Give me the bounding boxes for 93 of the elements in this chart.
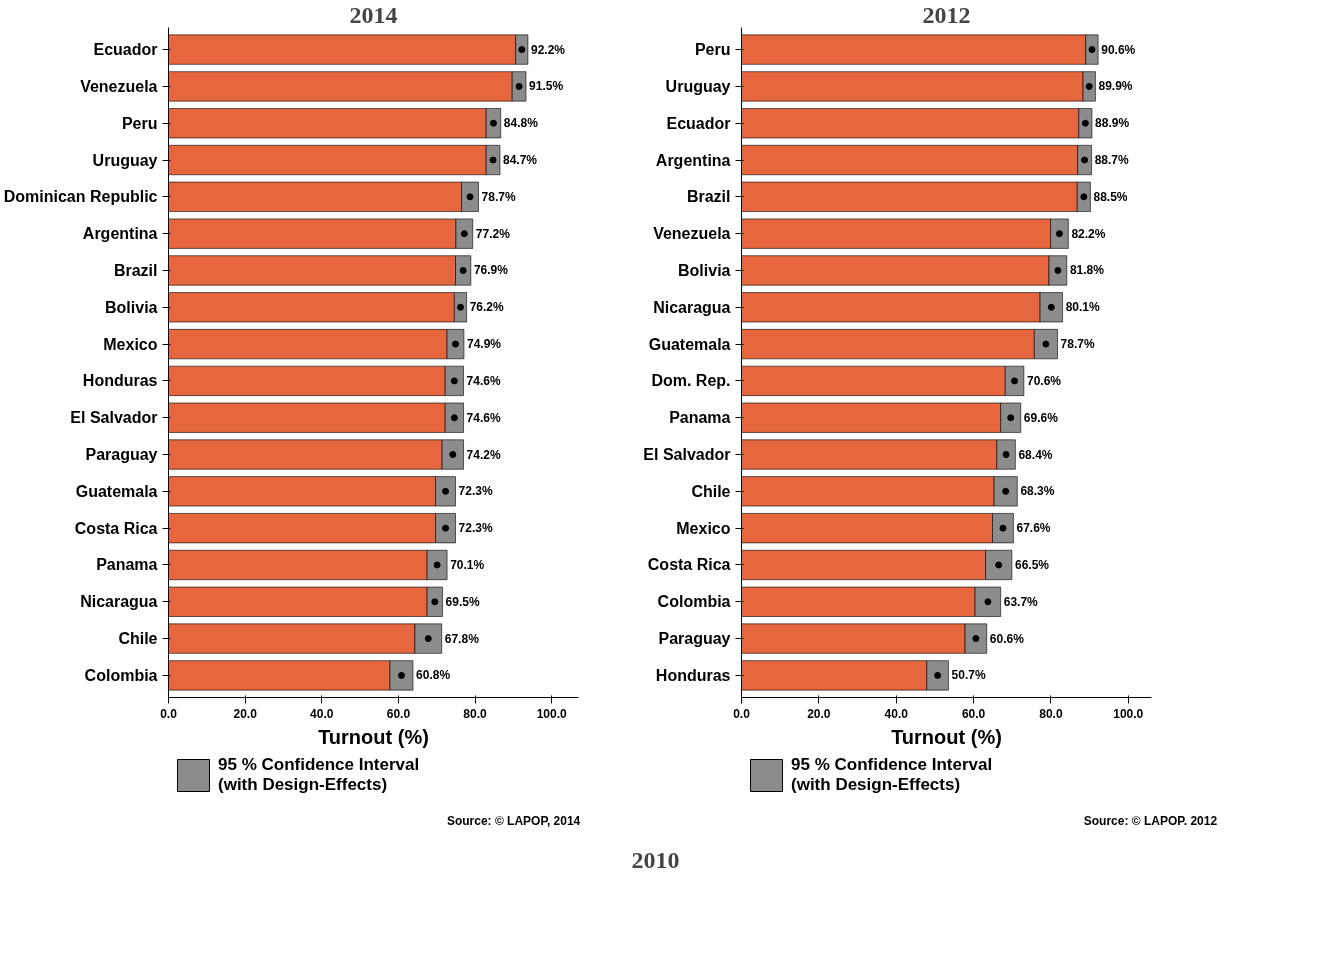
- source-note: Source: © LAPOP. 2012: [1083, 813, 1218, 828]
- y-tick-label: Chile: [691, 482, 731, 500]
- data-label: 88.7%: [1094, 153, 1129, 168]
- x-tick-label: 20.0: [233, 706, 258, 721]
- y-tick-label: El Salvador: [643, 446, 731, 464]
- y-tick-label: Uruguay: [665, 77, 731, 95]
- chart-title: 2012: [922, 1, 971, 28]
- data-label: 69.5%: [445, 594, 480, 609]
- data-label: 84.7%: [503, 153, 538, 168]
- y-tick-label: Nicaragua: [80, 593, 158, 611]
- x-axis-title: Turnout (%): [318, 725, 429, 748]
- chart-title: 2014: [349, 1, 398, 28]
- x-tick-label: 80.0: [463, 706, 488, 721]
- data-label: 68.4%: [1018, 447, 1053, 462]
- data-label: 74.9%: [467, 337, 502, 352]
- x-tick-label: 40.0: [310, 706, 334, 721]
- y-tick-label: Costa Rica: [647, 556, 731, 574]
- y-tick-label: Bolivia: [678, 261, 731, 279]
- data-label: 60.8%: [416, 668, 451, 683]
- legend-label: 95 % Confidence Interval (with Design-Effects): [791, 755, 993, 795]
- y-tick-label: Paraguay: [85, 446, 158, 464]
- y-tick-label: Uruguay: [92, 151, 158, 169]
- y-tick-label: Peru: [121, 114, 158, 132]
- data-label: 63.7%: [1003, 594, 1039, 609]
- data-label: 78.7%: [1060, 337, 1095, 352]
- y-tick-label: Honduras: [82, 372, 158, 390]
- data-label: 72.3%: [458, 484, 493, 499]
- data-label: 88.9%: [1095, 116, 1130, 131]
- y-tick-label: Chile: [118, 630, 158, 648]
- data-label: 74.6%: [466, 410, 501, 425]
- data-label: 80.1%: [1065, 300, 1100, 315]
- y-tick-label: Bolivia: [105, 298, 158, 316]
- y-tick-label: Venezuela: [80, 77, 158, 95]
- x-tick-label: 20.0: [807, 706, 831, 721]
- y-tick-label: Venezuela: [653, 225, 731, 243]
- x-tick-label: 60.0: [386, 706, 411, 721]
- y-tick-label: Dom. Rep.: [651, 372, 731, 390]
- data-label: 67.6%: [1016, 521, 1051, 536]
- data-label: 70.1%: [450, 557, 485, 572]
- data-label: 90.6%: [1101, 42, 1136, 57]
- data-label: 82.2%: [1071, 226, 1106, 241]
- data-label: 92.2%: [530, 42, 566, 57]
- data-label: 78.7%: [481, 189, 516, 204]
- source-note: Source: © LAPOP, 2014: [446, 813, 581, 828]
- y-tick-label: Argentina: [82, 225, 158, 243]
- data-label: 76.2%: [469, 300, 505, 315]
- data-label: 91.5%: [529, 79, 564, 94]
- data-label: 50.7%: [951, 668, 986, 683]
- data-label: 66.5%: [1014, 557, 1050, 572]
- data-label: 67.8%: [444, 631, 480, 646]
- legend-label: 95 % Confidence Interval (with Design-Effects): [218, 755, 420, 795]
- x-tick-label: 40.0: [884, 706, 909, 721]
- y-tick-label: Colombia: [657, 593, 731, 611]
- data-label: 74.6%: [466, 373, 501, 388]
- x-axis-title: Turnout (%): [891, 725, 1002, 748]
- y-tick-label: Panama: [669, 409, 731, 427]
- text: 2010: [631, 846, 680, 873]
- y-tick-label: Argentina: [655, 151, 731, 169]
- data-label: 72.3%: [458, 521, 493, 536]
- y-tick-label: Dominican Republic: [3, 188, 158, 206]
- x-tick-label: 100.0: [1113, 706, 1144, 721]
- y-tick-label: Nicaragua: [653, 298, 731, 316]
- y-tick-label: Brazil: [113, 261, 158, 279]
- y-tick-label: Guatemala: [648, 335, 731, 353]
- x-tick-label: 100.0: [536, 706, 568, 721]
- x-tick-label: 60.0: [961, 706, 986, 721]
- y-tick-label: Paraguay: [658, 630, 731, 648]
- data-label: 60.6%: [989, 631, 1025, 646]
- y-tick-label: Brazil: [686, 188, 731, 206]
- data-label: 70.6%: [1026, 373, 1062, 388]
- data-label: 69.6%: [1023, 410, 1059, 425]
- y-tick-label: Mexico: [103, 335, 158, 353]
- data-label: 81.8%: [1069, 263, 1105, 278]
- data-label: 88.5%: [1093, 189, 1128, 204]
- data-label: 74.2%: [466, 447, 501, 462]
- y-tick-label: Honduras: [655, 666, 731, 684]
- y-tick-label: Costa Rica: [74, 519, 158, 537]
- x-tick-label: 0.0: [160, 706, 178, 721]
- data-label: 68.3%: [1020, 484, 1055, 499]
- y-tick-label: Panama: [96, 556, 158, 574]
- data-label: 89.9%: [1098, 79, 1133, 94]
- x-tick-label: 0.0: [733, 706, 751, 721]
- y-tick-label: Colombia: [84, 666, 158, 684]
- y-tick-label: Peru: [694, 41, 731, 59]
- y-tick-label: Ecuador: [666, 114, 731, 132]
- data-label: 77.2%: [475, 226, 511, 241]
- data-label: 76.9%: [473, 263, 509, 278]
- y-tick-label: Ecuador: [93, 41, 158, 59]
- x-tick-label: 80.0: [1039, 706, 1063, 721]
- y-tick-label: El Salvador: [70, 409, 158, 427]
- y-tick-label: Guatemala: [75, 482, 158, 500]
- y-tick-label: Mexico: [676, 519, 731, 537]
- data-label: 84.8%: [503, 116, 539, 131]
